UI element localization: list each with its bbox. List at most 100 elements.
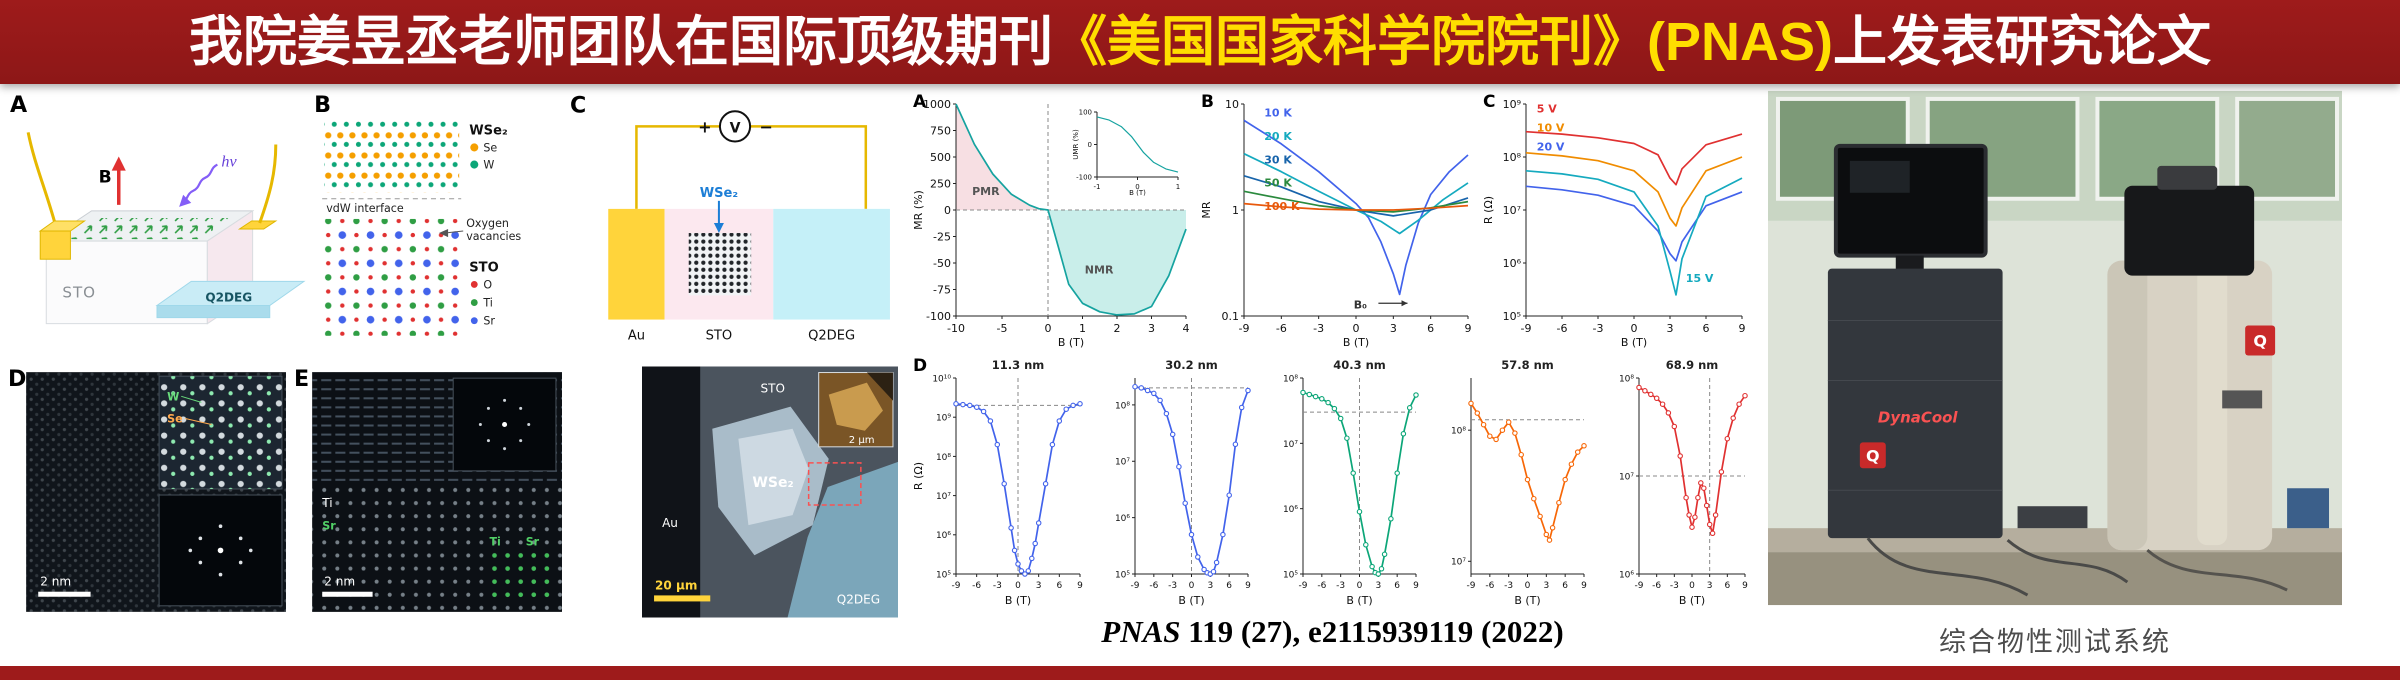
q2deg-label: Q2DEG [205,290,252,304]
y-axis-label: MR (%) [912,190,925,230]
diffraction-spot [188,548,193,553]
annotation: 5 V [1537,103,1557,116]
atom-overlay: Ti Sr [485,535,552,602]
cryostat-head [2124,185,2255,276]
data-marker [1195,554,1201,560]
x-tick-label: -3 [1670,581,1679,591]
data-marker [953,401,959,407]
x-axis-label: B (T) [1343,336,1369,348]
panel-letter: C [1483,92,1495,112]
window-pane [2235,96,2340,201]
data-marker [1512,430,1518,436]
x-tick-label: 4 [1183,322,1190,335]
x-tick-label: -6 [972,581,981,591]
x-tick-label: 3 [1390,322,1397,335]
cryostat-shadow [2107,260,2148,551]
y-tick-label: 10⁵ [1115,570,1130,580]
data-marker [1331,405,1338,412]
data-marker [1029,555,1035,562]
chart-thickness-57nm: -9 -6 -3 0 3 6 9 10⁷ 10⁸ B (T) 57.8 nm [1427,356,1592,607]
vacancy-label-line2: vacancies [466,230,521,243]
y-tick-label: 10⁸ [1451,427,1466,437]
sto-legend-title: STO [469,260,498,275]
chart-svg: -9 -6 -3 0 3 6 9 10⁵ 10⁶ 10⁷ 10⁸ 10⁹ 5 V 10 V 20 V 15 V… [1482,92,1746,349]
x-axis-label: B (T) [1679,594,1705,606]
data-marker [1394,470,1400,476]
data-marker [1022,571,1028,577]
series-line [1243,202,1469,211]
data-marker [1375,571,1382,577]
data-marker [1709,530,1716,537]
chart-svg: -9 -6 -3 0 3 6 9 10⁵ 10⁶ 10⁷ 10⁸ B (T) 40.3 nm [1283,358,1419,607]
y-axis-label: MR [1200,201,1213,218]
x-tick-label: 0 [1689,581,1695,591]
y-tick-label: 10⁶ [1503,257,1522,270]
x-tick-label: -6 [1652,581,1661,591]
data-marker [1480,421,1487,428]
y-tick-label: 10⁹ [1503,98,1521,111]
au-label: Au [662,516,678,530]
x-axis-label: B (T) [1514,594,1540,606]
annotation: 20 V [1537,141,1565,154]
data-marker [1574,449,1581,455]
electrode-right [237,220,278,230]
data-marker [1132,383,1138,390]
panel-d-tem-image: W Se 2 nm D [6,366,288,618]
chart-resistance-vs-gate: -9 -6 -3 0 3 6 9 10⁵ 10⁶ 10⁷ 10⁸ 10⁹ 5 V 10 V 20 V 15 V… [1482,92,1750,349]
au-electrode [608,208,665,320]
panel-e-tem-cross-section: Ti Sr Ti Sr 2 nm E [292,366,564,618]
panel-label-e: E [294,366,309,392]
y-tick-label: 10⁵ [1283,570,1298,580]
data-marker [1677,453,1683,459]
x-tick-label: -6 [1149,581,1158,591]
data-marker [1015,561,1021,567]
y-tick-label: 10⁸ [936,453,951,463]
data-marker [1683,494,1689,501]
data-marker [1671,423,1678,430]
data-marker [1245,387,1251,394]
se-atom-label: Se [167,413,182,426]
data-marker [1642,388,1648,394]
diffraction-center-spot [217,547,224,554]
x-axis-label: B (T) [1129,189,1146,197]
electrode-left-front [39,230,71,260]
wire-positive [635,125,720,209]
overlay-ti-label: Ti [489,535,500,548]
micrograph-graphic: STO Au WSe₂ Q2DEG 2 μm 20 μm [642,366,898,618]
x-tick-label: 0 [1015,581,1021,591]
data-marker [1350,470,1356,476]
bench-device [2017,506,2088,529]
scale-bar-label: 20 μm [655,578,697,592]
annotation: B₀ [1354,299,1367,312]
data-marker [1312,393,1319,400]
x-tick-label: 0 [1631,322,1638,335]
y-tick-label: -25 [933,231,951,244]
wse2-legend-title: WSe₂ [469,123,507,138]
tem-cross-section-graphic: Ti Sr Ti Sr 2 nm E [294,366,562,612]
data-marker [1487,433,1493,439]
banner-journal-name: 《美国国家科学院院刊》 [1053,12,1647,72]
chart-title: 11.3 nm [992,358,1045,372]
y-tick-label: 100 [1079,109,1092,117]
x-tick-label: 6 [1427,322,1434,335]
data-marker [1201,566,1207,573]
panel-letter: D [913,356,927,376]
chart-inset: -1 0 1 100 0 -100 B (T) UMR (%) [1071,108,1181,197]
minus-terminal: − [759,117,772,136]
series-line [1525,130,1743,186]
y-tick-label: 10⁸ [1115,401,1130,411]
data-marker [1493,436,1499,443]
cryostat-body [2107,260,2273,551]
data-marker [1182,500,1188,506]
afm-scale-label: 2 μm [849,435,875,446]
x-tick-label: 3 [1707,581,1713,591]
panel-label-a: A [10,92,28,118]
data-marker [1581,443,1587,449]
data-marker [1144,387,1151,394]
o-legend-label: O [483,278,492,291]
x-tick-label: 0 [1189,581,1195,591]
y-tick-label: 0 [1088,141,1092,149]
data-marker [1300,389,1306,396]
diffraction-spot [503,447,507,451]
x-axis-label: B (T) [1058,336,1084,348]
